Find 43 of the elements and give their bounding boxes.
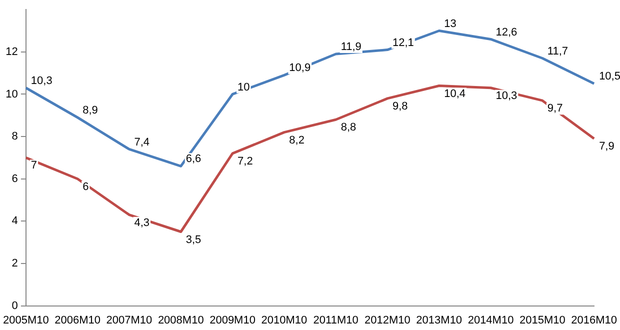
x-tick-label: 2013M10: [416, 314, 462, 326]
y-tick-label: 4: [12, 215, 18, 228]
x-tick-label: 2008M10: [158, 314, 204, 326]
data-label: 10,5: [599, 70, 620, 83]
x-tick-label: 2015M10: [519, 314, 566, 326]
x-tick-label: 2011M10: [313, 314, 358, 326]
x-tick-label: 2009M10: [210, 314, 256, 326]
data-label: 13: [444, 18, 456, 30]
data-label: 7,9: [599, 140, 614, 153]
y-tick-label: 10: [6, 88, 18, 100]
data-label: 10: [238, 81, 250, 94]
y-tick-label: 2: [12, 258, 18, 270]
data-label: 7,2: [238, 156, 253, 168]
x-tick-label: 2016M10: [571, 314, 618, 326]
data-label: 6: [82, 180, 89, 193]
data-label: 8,9: [82, 104, 98, 117]
data-label: 10,3: [496, 90, 518, 102]
data-label: 9,8: [392, 100, 408, 112]
data-label: 9,7: [547, 102, 563, 115]
x-tick-label: 2007M10: [106, 314, 152, 326]
data-label: 11,9: [340, 41, 362, 54]
data-label: 11,7: [547, 45, 568, 58]
x-tick-label: 2006M10: [54, 314, 101, 326]
data-label: 3,5: [186, 234, 202, 246]
data-label: 12,1: [392, 36, 414, 49]
x-tick-label: 2014M10: [468, 314, 514, 326]
data-label: 8,2: [289, 134, 304, 146]
data-label: 7: [30, 160, 38, 172]
data-label: 10,3: [30, 74, 52, 87]
x-tick-label: 2005M10: [2, 314, 49, 326]
data-label: 12,6: [496, 26, 518, 38]
y-tick-label: 6: [12, 172, 18, 185]
data-label: 4,3: [134, 216, 150, 229]
y-tick-label: 8: [12, 130, 18, 143]
y-tick-label: 0: [12, 300, 18, 312]
y-tick-label: 12: [6, 46, 18, 58]
data-label: 7,4: [134, 136, 150, 148]
x-tick-label: 2012M10: [364, 314, 410, 326]
data-label: 8,8: [340, 122, 356, 134]
data-label: 6,6: [186, 153, 202, 166]
x-tick-label: 2010M10: [261, 314, 308, 326]
data-label: 10,4: [444, 88, 466, 100]
data-label: 10,9: [289, 62, 311, 74]
